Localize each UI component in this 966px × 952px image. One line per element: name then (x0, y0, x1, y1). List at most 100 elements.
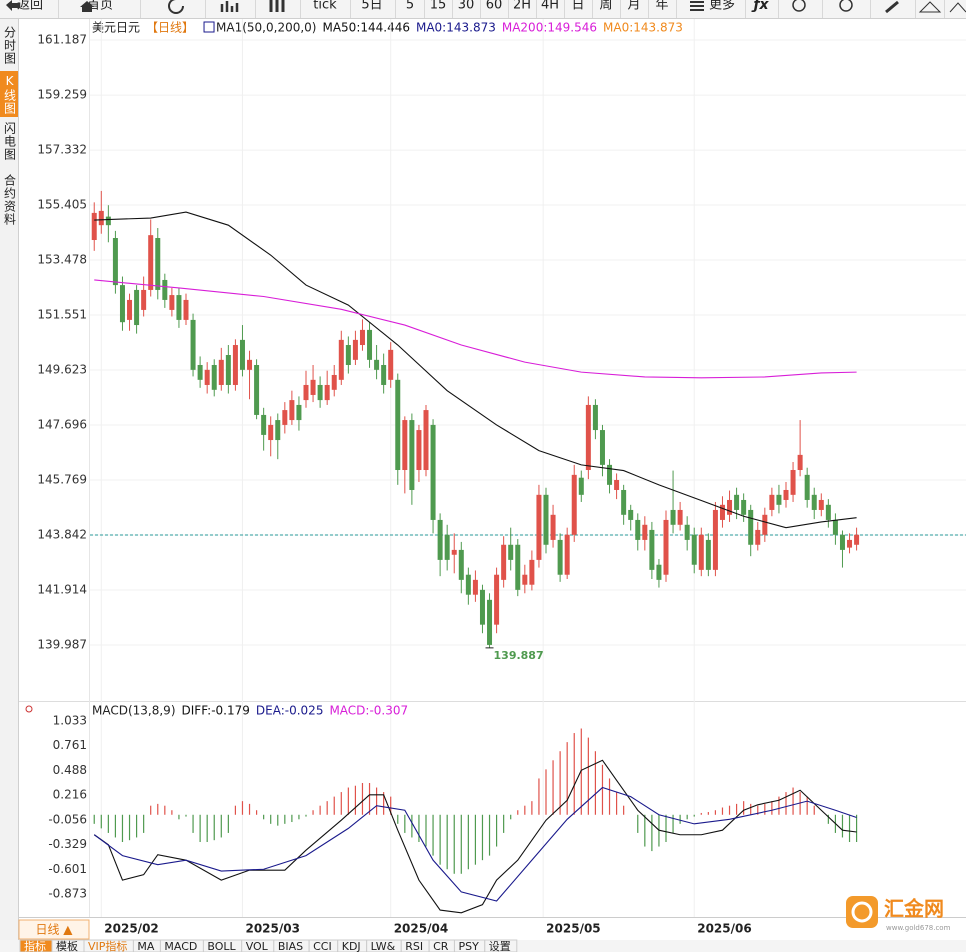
bottom-tab[interactable]: 指标 (24, 939, 46, 952)
candle-body (374, 359, 380, 370)
toolbar-button[interactable]: 4H (541, 0, 559, 13)
candle-body (628, 509, 634, 520)
back-icon[interactable] (6, 0, 20, 11)
legend-entry: DEA:-0.025 (256, 704, 324, 718)
candle-body (416, 430, 422, 471)
bottom-tab-box[interactable] (484, 939, 518, 952)
sun-icon (25, 705, 33, 713)
candle-body (239, 339, 245, 370)
fx-icon[interactable]: ƒx (750, 0, 769, 13)
toolbar-button[interactable]: 30 (458, 0, 475, 13)
home-icon[interactable] (80, 1, 94, 12)
candle-body (98, 210, 104, 226)
bottom-tab[interactable]: 设置 (489, 940, 511, 952)
y-tick-label: 0.488 (53, 763, 87, 777)
bottom-tab[interactable]: MA (137, 940, 154, 952)
logo-mark (851, 901, 873, 923)
candle-body (557, 539, 563, 575)
bottom-tab[interactable]: 模板 (56, 939, 78, 952)
candle-body (282, 410, 288, 425)
x-tick-label: 2025/04 (394, 922, 448, 936)
toolbar-button[interactable]: 5 (406, 0, 414, 13)
toolbar-button[interactable]: 月 (627, 0, 640, 13)
menu-icon[interactable] (690, 1, 704, 11)
candle-icon[interactable] (269, 0, 285, 12)
candle-body (762, 514, 768, 535)
bottom-tab[interactable]: CR (433, 940, 449, 952)
toolbar-button[interactable]: 更多 (709, 0, 735, 13)
toolbar-button[interactable]: 返回 (17, 0, 43, 13)
toolbar-button[interactable]: 15 (430, 0, 447, 13)
candle-body (515, 544, 521, 590)
candle-body (141, 289, 147, 310)
refresh-icon[interactable] (168, 0, 184, 14)
candle-body (197, 364, 203, 380)
candle-body (741, 499, 747, 515)
candle-body (430, 424, 436, 520)
bottom-tab[interactable]: RSI (405, 940, 423, 952)
bottom-tab[interactable]: MACD (164, 940, 197, 952)
zoom-in-icon[interactable] (839, 0, 853, 12)
y-tick-label: 149.623 (37, 363, 87, 377)
period-tab-label[interactable]: 日线 ▲ (35, 923, 73, 937)
zoom-out-icon[interactable] (792, 0, 806, 12)
toolbar-button[interactable]: 60 (486, 0, 503, 13)
sidebar-tab[interactable]: 合约资料 (3, 173, 17, 226)
bottom-tab[interactable]: VOL (246, 940, 269, 952)
triangle-icon[interactable] (949, 2, 966, 13)
indicator-line (93, 759, 857, 914)
bottom-tab[interactable]: BOLL (207, 940, 236, 952)
candle-body (218, 359, 224, 385)
sidebar-tab[interactable]: K线图 (3, 74, 17, 115)
y-tick-label: 1.033 (53, 713, 87, 727)
sidebar-tab[interactable]: 分时图 (3, 26, 17, 65)
candle-body (839, 534, 845, 550)
indicator-icon (203, 21, 215, 33)
chart-icon[interactable] (220, 1, 239, 12)
bottom-tab[interactable]: CCI (313, 940, 332, 952)
bottom-tab[interactable]: PSY (458, 940, 479, 952)
bottom-tab[interactable]: LW& (371, 940, 396, 952)
candle-body (536, 494, 542, 560)
candle-body (790, 470, 796, 495)
candle-body (155, 238, 161, 290)
candle-body (204, 369, 210, 385)
sidebar-tab[interactable]: 闪电图 (3, 122, 17, 161)
candle-body (522, 574, 528, 585)
candle-body (487, 599, 493, 645)
candle-body (275, 420, 281, 441)
candle-body (769, 494, 775, 510)
bottom-tab[interactable]: KDJ (342, 940, 361, 952)
candle-body (169, 295, 175, 310)
candle-body (338, 339, 344, 380)
y-tick-label: -0.329 (48, 837, 87, 851)
indicator-line (93, 786, 857, 902)
candle-body (614, 479, 620, 490)
toolbar-button[interactable]: 2H (513, 0, 531, 13)
y-tick-label: 143.842 (37, 528, 87, 542)
candle-body (352, 339, 358, 360)
candle-body (585, 404, 591, 471)
toolbar-button[interactable]: 5日 (361, 0, 382, 13)
pencil-icon[interactable] (885, 0, 899, 14)
toolbar-button[interactable]: tick (313, 0, 337, 13)
candle-body (247, 359, 253, 370)
candle-body (705, 539, 711, 570)
candle-body (310, 379, 316, 395)
toolbar-button[interactable]: 首页 (87, 0, 113, 13)
triangle-icon[interactable] (918, 1, 942, 13)
y-tick-label: 141.914 (37, 583, 87, 597)
bottom-tab[interactable]: VIP指标 (88, 939, 127, 952)
toolbar-button[interactable]: 日 (571, 0, 584, 13)
candle-body (755, 529, 761, 545)
bottom-tab[interactable]: BIAS (278, 940, 303, 952)
logo-icon (846, 896, 878, 928)
macd-settings-icon[interactable] (25, 705, 33, 713)
legend-entry: MA0:143.873 (603, 21, 683, 35)
period-tab[interactable] (18, 919, 90, 940)
candle-body (797, 454, 803, 471)
toolbar-button[interactable]: 年 (655, 0, 668, 13)
toolbar-button[interactable]: 周 (599, 0, 612, 13)
candle-body (804, 474, 810, 500)
